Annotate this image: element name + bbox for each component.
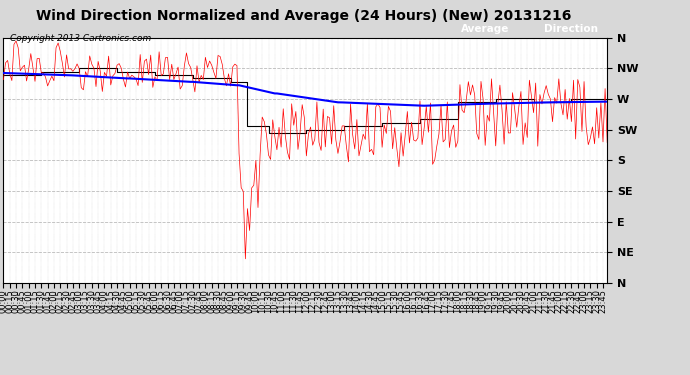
Text: Wind Direction Normalized and Average (24 Hours) (New) 20131216: Wind Direction Normalized and Average (2…: [36, 9, 571, 23]
Text: Average: Average: [460, 24, 509, 34]
Text: Direction: Direction: [544, 24, 598, 34]
Text: Copyright 2013 Cartronics.com: Copyright 2013 Cartronics.com: [10, 34, 152, 43]
